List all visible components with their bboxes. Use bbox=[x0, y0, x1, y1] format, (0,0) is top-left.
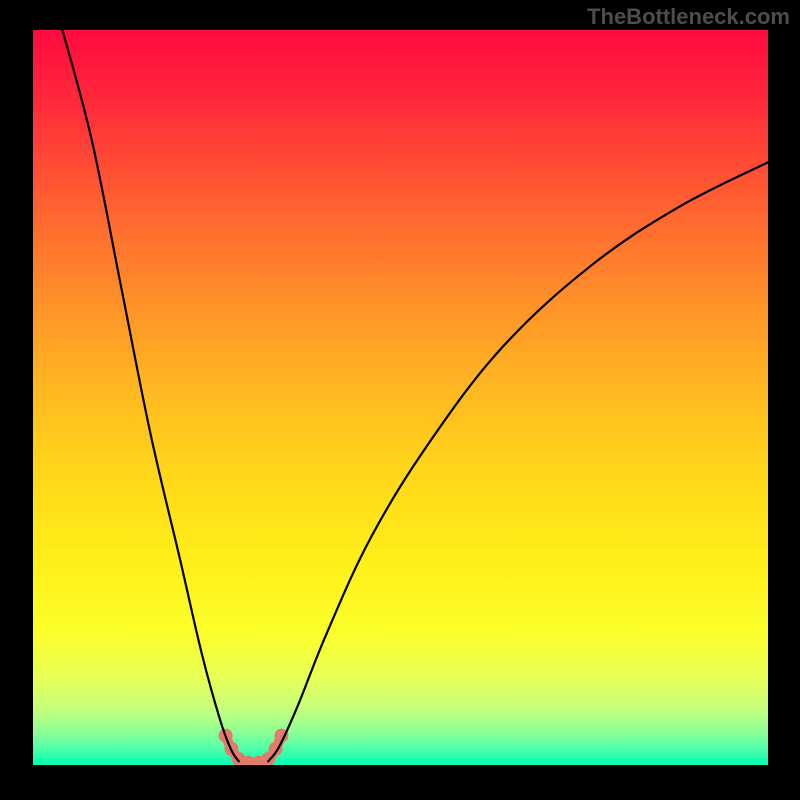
chart-container: TheBottleneck.com bbox=[0, 0, 800, 800]
plot-area bbox=[33, 30, 768, 765]
curve-left-branch bbox=[62, 30, 238, 761]
bottleneck-curve bbox=[33, 30, 768, 765]
curve-right-branch bbox=[268, 162, 768, 761]
watermark-text: TheBottleneck.com bbox=[587, 4, 790, 30]
